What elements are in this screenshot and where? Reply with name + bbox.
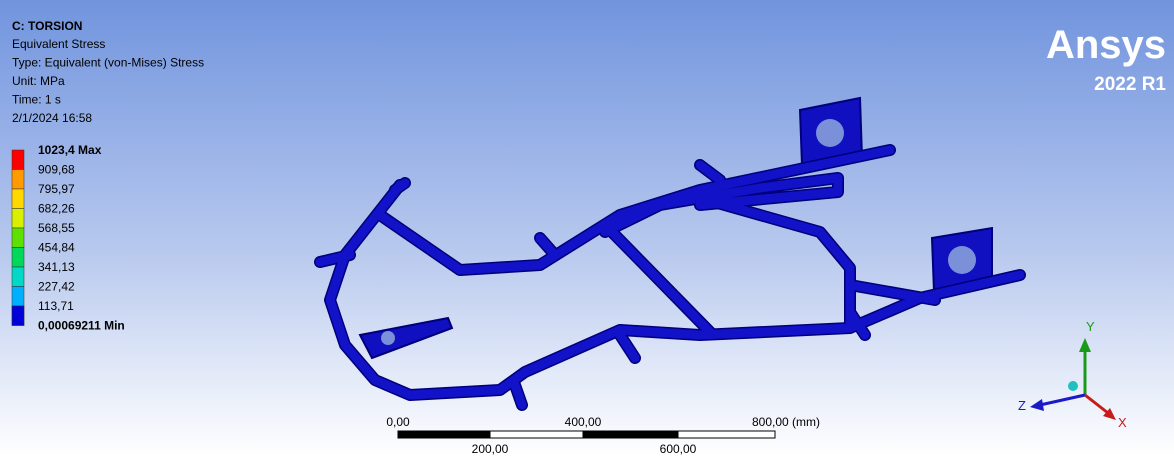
triad-label: X	[1118, 415, 1127, 430]
triad-label: Y	[1086, 319, 1095, 334]
legend-swatch	[12, 209, 24, 229]
scale-label: 800,00 (mm)	[752, 415, 820, 429]
legend-label: 0,00069211 Min	[38, 319, 125, 333]
logo: Ansys	[1046, 23, 1166, 67]
legend-swatch	[12, 248, 24, 268]
scale-bar	[398, 431, 775, 438]
legend-swatch	[12, 228, 24, 248]
info-line: Unit: MPa	[12, 74, 65, 88]
legend-label: 454,84	[38, 241, 75, 255]
logo-version: 2022 R1	[1094, 74, 1166, 95]
info-line: 2/1/2024 16:58	[12, 111, 92, 125]
legend-swatch	[12, 306, 24, 326]
legend-label: 113,71	[38, 299, 74, 313]
info-line: Equivalent Stress	[12, 37, 105, 51]
legend-label: 909,68	[38, 163, 75, 177]
viewport: C: TORSION Equivalent Stress Type: Equiva…	[0, 0, 1174, 457]
legend-swatch	[12, 150, 24, 170]
scale-label: 600,00	[660, 442, 697, 456]
legend-swatch	[12, 170, 24, 190]
scale-label: 0,00	[386, 415, 410, 429]
result-title: C: TORSION	[12, 19, 82, 33]
legend-swatch	[12, 267, 24, 287]
legend-label: 568,55	[38, 221, 75, 235]
triad-label: Z	[1018, 398, 1026, 413]
info-line: Type: Equivalent (von-Mises) Stress	[12, 56, 204, 70]
scale-label: 200,00	[472, 442, 509, 456]
legend-label: 1023,4 Max	[38, 143, 102, 157]
legend-label: 682,26	[38, 202, 75, 216]
legend-label: 795,97	[38, 182, 75, 196]
legend-label: 341,13	[38, 260, 75, 274]
info-line: Time: 1 s	[12, 93, 61, 107]
scale-label: 400,00	[565, 415, 602, 429]
legend-swatch	[12, 189, 24, 209]
legend-label: 227,42	[38, 280, 75, 294]
legend-swatch	[12, 287, 24, 307]
